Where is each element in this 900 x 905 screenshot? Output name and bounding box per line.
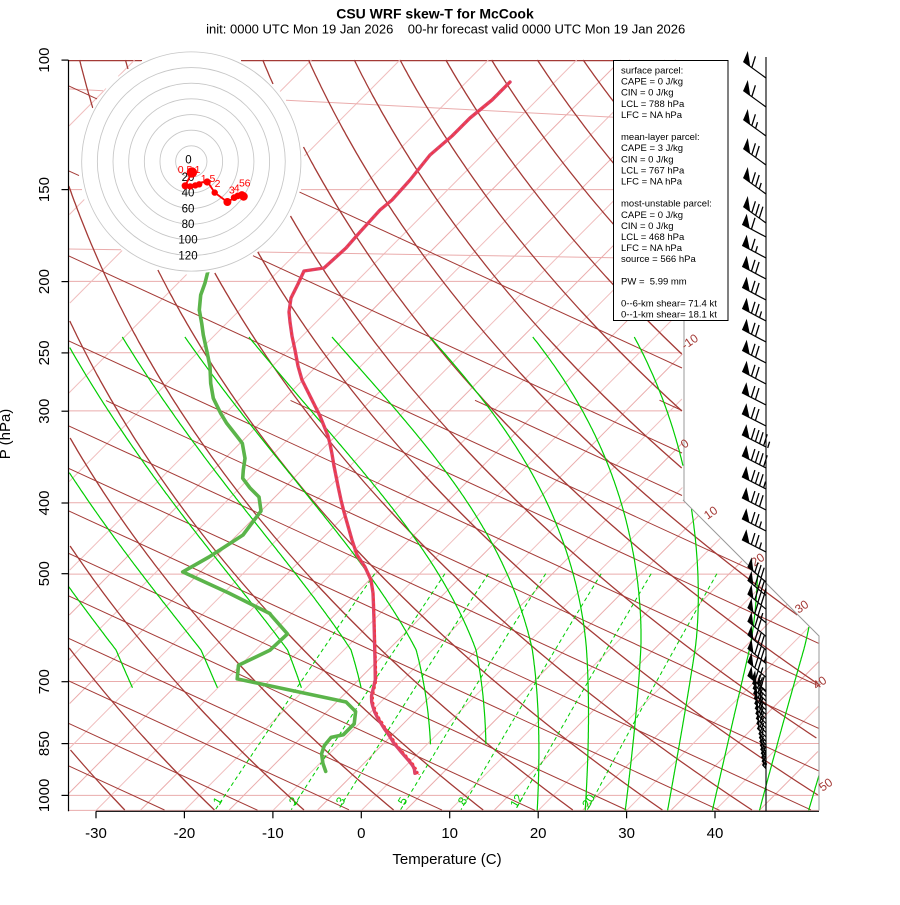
svg-text:PW = 5.99 mm: PW = 5.99 mm — [621, 276, 687, 287]
svg-text:80: 80 — [182, 219, 195, 231]
svg-text:-10: -10 — [262, 825, 284, 842]
svg-text:mean-layer parcel:: mean-layer parcel: — [621, 132, 700, 143]
svg-text:source = 566 hPa: source = 566 hPa — [621, 254, 696, 265]
svg-text:10: 10 — [441, 825, 458, 842]
svg-text:0: 0 — [357, 825, 365, 842]
svg-text:0--6-km shear= 71.4 kt: 0--6-km shear= 71.4 kt — [621, 299, 717, 310]
svg-text:CSU WRF skew-T for McCook: CSU WRF skew-T for McCook — [336, 6, 534, 22]
svg-text:500: 500 — [36, 561, 53, 586]
svg-text:100: 100 — [178, 235, 197, 247]
svg-text:400: 400 — [36, 490, 53, 515]
svg-text:CIN = 0 J/kg: CIN = 0 J/kg — [621, 221, 674, 232]
svg-text:1.5: 1.5 — [201, 173, 216, 185]
svg-text:300: 300 — [36, 399, 53, 424]
svg-text:200: 200 — [36, 269, 53, 294]
svg-text:CAPE = 3 J/kg: CAPE = 3 J/kg — [621, 143, 683, 154]
svg-text:150: 150 — [36, 177, 53, 202]
svg-text:CAPE = 0 J/kg: CAPE = 0 J/kg — [621, 77, 683, 88]
svg-text:1000: 1000 — [36, 779, 53, 812]
svg-text:CAPE = 0 J/kg: CAPE = 0 J/kg — [621, 210, 683, 221]
svg-text:12: 12 — [507, 791, 526, 810]
svg-text:-20: -20 — [174, 825, 196, 842]
svg-text:LFC = NA hPa: LFC = NA hPa — [621, 177, 683, 188]
svg-text:LCL = 468 hPa: LCL = 468 hPa — [621, 232, 685, 243]
svg-text:LFC = NA hPa: LFC = NA hPa — [621, 110, 683, 121]
svg-text:30: 30 — [618, 825, 635, 842]
svg-text:LFC = NA hPa: LFC = NA hPa — [621, 243, 683, 254]
svg-text:120: 120 — [178, 250, 197, 262]
svg-text:LCL = 767 hPa: LCL = 767 hPa — [621, 165, 685, 176]
svg-text:250: 250 — [36, 340, 53, 365]
svg-text:4: 4 — [234, 183, 240, 195]
svg-text:60: 60 — [182, 203, 195, 215]
svg-text:0: 0 — [185, 155, 191, 167]
svg-text:CIN = 0 J/kg: CIN = 0 J/kg — [621, 154, 674, 165]
svg-text:100: 100 — [36, 48, 53, 73]
svg-text:1: 1 — [195, 164, 201, 176]
svg-text:Temperature (C): Temperature (C) — [392, 851, 501, 868]
svg-text:0--1-km shear= 18.1 kt: 0--1-km shear= 18.1 kt — [621, 310, 717, 321]
svg-text:0.5: 0.5 — [178, 164, 193, 176]
svg-text:6: 6 — [245, 177, 251, 189]
svg-text:20: 20 — [530, 825, 547, 842]
svg-text:5: 5 — [239, 177, 245, 189]
svg-text:700: 700 — [36, 669, 53, 694]
svg-text:3: 3 — [229, 184, 235, 196]
svg-text:most-unstable parcel:: most-unstable parcel: — [621, 199, 712, 210]
svg-text:P (hPa): P (hPa) — [0, 409, 14, 460]
svg-text:init: 0000 UTC Mon 19 Jan 2026: init: 0000 UTC Mon 19 Jan 2026 00-hr for… — [206, 22, 685, 37]
svg-text:surface parcel:: surface parcel: — [621, 66, 683, 77]
svg-text:20: 20 — [579, 791, 598, 810]
svg-text:850: 850 — [36, 731, 53, 756]
svg-text:40: 40 — [182, 188, 195, 200]
svg-text:2: 2 — [215, 178, 221, 190]
svg-text:40: 40 — [707, 825, 724, 842]
svg-text:LCL = 788 hPa: LCL = 788 hPa — [621, 99, 685, 110]
svg-text:-30: -30 — [85, 825, 107, 842]
svg-text:CIN = 0 J/kg: CIN = 0 J/kg — [621, 88, 674, 99]
